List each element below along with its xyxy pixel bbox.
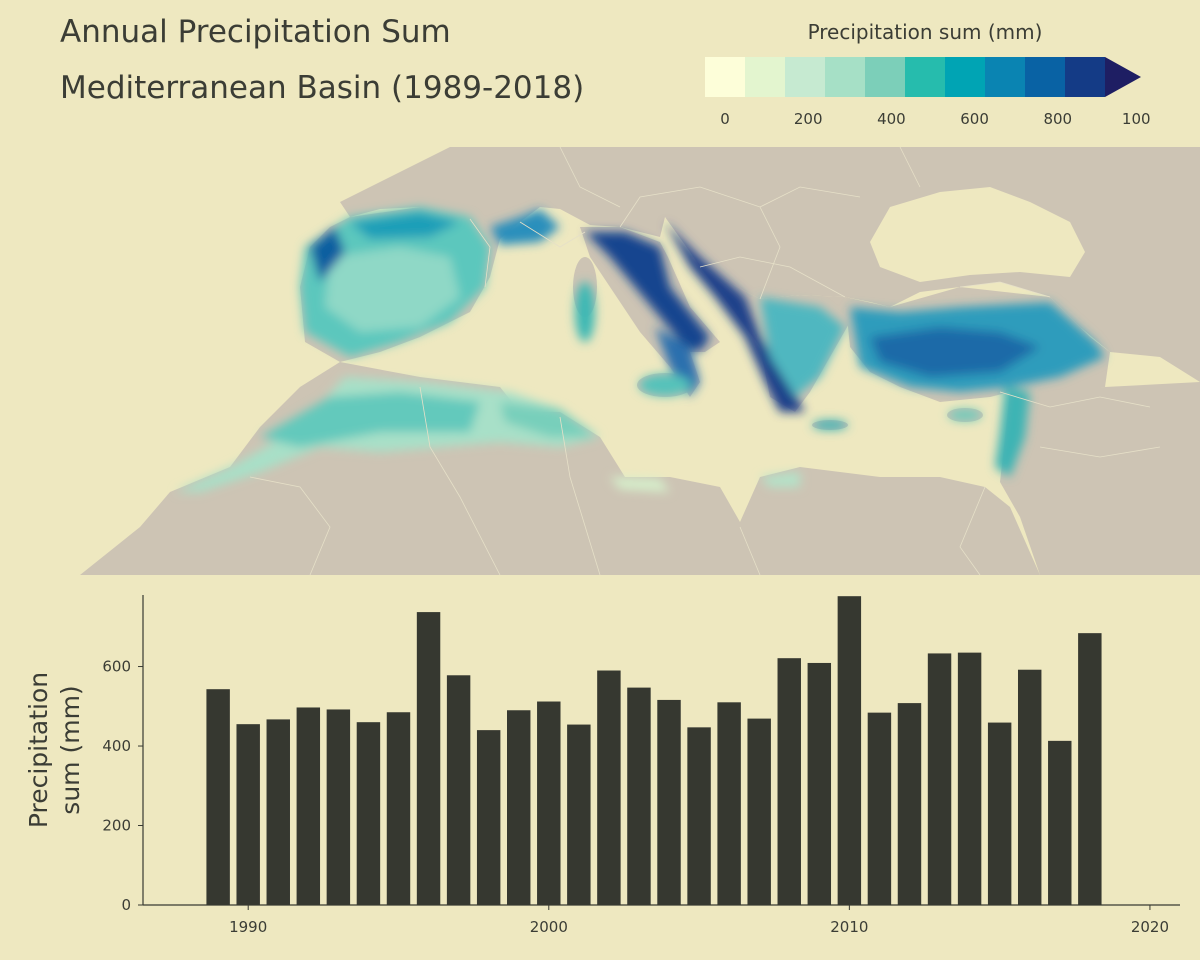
- bar: [206, 689, 230, 905]
- country-borders: [249, 147, 1161, 575]
- bar: [296, 707, 321, 905]
- bar: [807, 662, 832, 905]
- colorbar: 0 200 400 600 800 1000: [705, 57, 1150, 128]
- page-subtitle: Mediterranean Basin (1989-2018): [60, 70, 585, 106]
- bar: [416, 612, 441, 905]
- colorbar-segment: [745, 57, 785, 97]
- bar: [567, 724, 591, 905]
- colorbar-segment: [945, 57, 985, 97]
- colorbar-segment: [985, 57, 1025, 97]
- bar: [957, 652, 982, 905]
- colorbar-segment: [705, 57, 745, 97]
- black-sea: [870, 187, 1085, 282]
- bar: [266, 719, 290, 905]
- x-tick-label: 2000: [530, 918, 568, 936]
- colorbar-tick-label: 600: [960, 110, 989, 128]
- colorbar-segment: [825, 57, 865, 97]
- bar: [597, 670, 621, 905]
- landmass-levant: [1000, 382, 1200, 575]
- colorbar-segment: [865, 57, 905, 97]
- y-tick-label: 400: [102, 737, 131, 755]
- bar: [1078, 633, 1102, 905]
- x-tick-label: 2020: [1131, 918, 1169, 936]
- bar: [446, 675, 471, 905]
- bar: [747, 718, 771, 905]
- bar: [837, 596, 862, 905]
- colorbar-tick-label: 800: [1043, 110, 1072, 128]
- bar: [236, 724, 260, 905]
- bar: [687, 727, 711, 905]
- bar: [1017, 669, 1042, 905]
- bar: [777, 658, 801, 905]
- y-tick-label: 200: [102, 817, 131, 835]
- precipitation-map: [0, 147, 1200, 575]
- bar: [927, 653, 952, 905]
- bar: [476, 730, 501, 905]
- bar: [356, 722, 381, 905]
- colorbar-title: Precipitation sum (mm): [807, 20, 1043, 44]
- y-tick-label: 0: [121, 896, 131, 914]
- colorbar-segment: [1025, 57, 1065, 97]
- colorbar-extend-arrow: [1105, 57, 1141, 97]
- bar: [326, 709, 351, 905]
- colorbar-tick-label: 200: [794, 110, 823, 128]
- x-tick-label: 2010: [830, 918, 868, 936]
- bar: [717, 702, 741, 905]
- bar: [1048, 740, 1072, 905]
- colorbar-tick-label: 0: [720, 110, 730, 128]
- colorbar-segment: [1065, 57, 1105, 97]
- bar: [657, 699, 681, 905]
- y-tick-label: 600: [102, 658, 131, 676]
- bar-chart: 1990 2000 2010 2020 0 200 400 600: [102, 595, 1180, 936]
- colorbar-tick-label: 400: [877, 110, 906, 128]
- colorbar-tick-label: 1000: [1122, 110, 1150, 128]
- page-title: Annual Precipitation Sum: [60, 14, 451, 50]
- colorbar-segment: [905, 57, 945, 97]
- landmass-north-africa: [80, 362, 1040, 575]
- x-tick-label: 1990: [229, 918, 267, 936]
- bar: [867, 712, 892, 905]
- bar: [537, 701, 561, 905]
- bar: [987, 722, 1012, 905]
- colorbar-segment: [785, 57, 825, 97]
- bar: [507, 710, 531, 905]
- bar: [897, 703, 922, 905]
- bar: [386, 712, 411, 905]
- precipitation-field: [175, 207, 1105, 492]
- bar: [627, 687, 651, 905]
